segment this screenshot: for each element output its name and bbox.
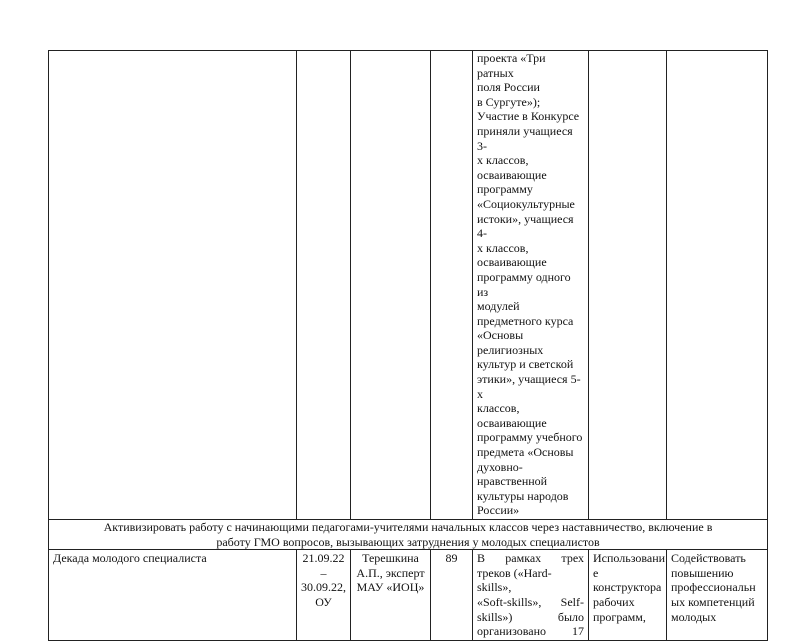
result-cell: проекта «Три ратных поля России в Сургут…	[472, 50, 589, 520]
event-name: Декада молодого специалиста	[48, 549, 297, 641]
plan-table: проекта «Три ратных поля России в Сургут…	[48, 50, 768, 641]
result-line: skills») было	[477, 609, 584, 624]
result-line: организовано 17	[477, 624, 584, 639]
event-cell	[48, 50, 297, 520]
section-heading-row: Активизировать работу с начинающими педа…	[48, 518, 768, 551]
responsible-cell	[350, 50, 431, 520]
event-dates: 21.09.22 – 30.09.22, ОУ	[296, 549, 351, 641]
result-line: «Soft-skills», Self-	[477, 594, 584, 609]
event-usage: Использовани е конструктора рабочих прог…	[588, 549, 667, 641]
table-row: Декада молодого специалиста 21.09.22 – 3…	[48, 549, 768, 641]
participants-cell	[430, 50, 473, 520]
table-row: проекта «Три ратных поля России в Сургут…	[48, 50, 768, 520]
result-line: треков («Hard-skills»,	[477, 565, 552, 595]
event-effect: Содействовать повышению профессиональн ы…	[666, 549, 768, 641]
dates-cell	[296, 50, 351, 520]
event-participants: 89	[430, 549, 473, 641]
event-responsible: Терешкина А.П., эксперт МАУ «ИОЦ»	[350, 549, 431, 641]
effect-cell	[666, 50, 768, 520]
event-result: В рамках трех треков («Hard-skills», «So…	[472, 549, 589, 641]
usage-cell	[588, 50, 667, 520]
section-heading: Активизировать работу с начинающими педа…	[48, 518, 768, 551]
result-line: В рамках трех	[477, 551, 584, 566]
